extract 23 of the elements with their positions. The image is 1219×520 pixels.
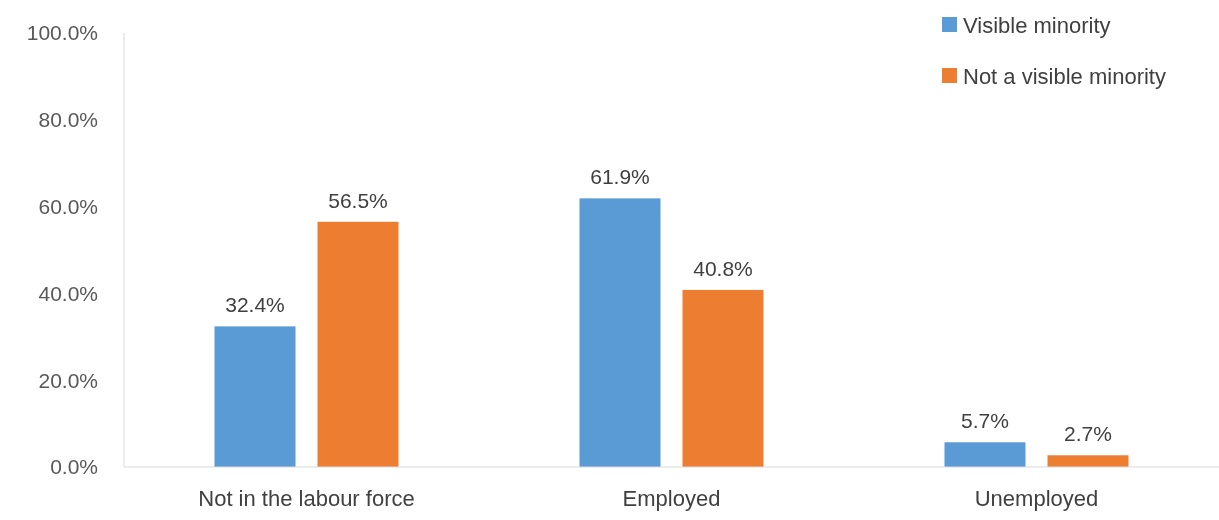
bar [579, 198, 661, 467]
y-tick-label: 20.0% [38, 368, 98, 392]
y-tick-label: 60.0% [38, 194, 98, 218]
bar [317, 221, 399, 467]
y-tick-label: 80.0% [38, 108, 98, 132]
x-tick-label: Unemployed [974, 486, 1099, 511]
bar [944, 442, 1026, 467]
x-tick-label: Not in the labour force [198, 486, 415, 511]
data-label: 32.4% [225, 293, 285, 317]
y-tick-label: 100.0% [26, 21, 98, 45]
bar [214, 326, 296, 467]
data-label: 56.5% [328, 188, 388, 212]
data-label: 61.9% [590, 165, 650, 189]
data-label: 5.7% [961, 409, 1009, 433]
data-label: 2.7% [1064, 422, 1112, 446]
y-tick-label: 40.0% [38, 281, 98, 305]
x-tick-label: Employed [622, 486, 721, 511]
legend-label: Visible minority [963, 12, 1111, 38]
bar [682, 289, 764, 467]
data-label: 40.8% [693, 256, 753, 280]
bar [1047, 455, 1129, 467]
y-tick-label: 0.0% [50, 455, 98, 479]
legend-label: Not a visible minority [963, 63, 1166, 89]
